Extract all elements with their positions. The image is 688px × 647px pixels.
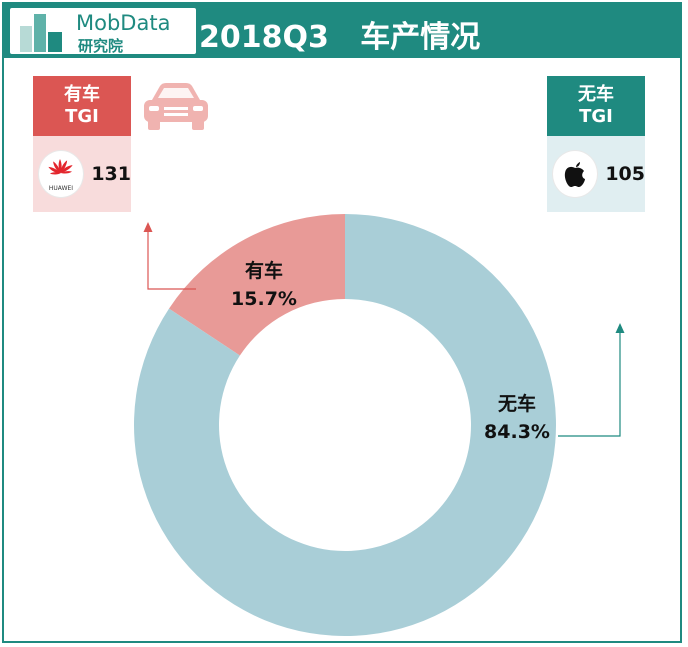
mobdata-logo: MobData 研究院 — [10, 8, 196, 55]
donut-slice-has-car — [169, 214, 345, 356]
slice-category-label: 无车 — [498, 392, 536, 415]
no-car-tgi-badge: 无车 TGI — [547, 76, 645, 136]
badge-line1: 有车 — [64, 84, 100, 105]
slice-percent-label: 84.3% — [484, 421, 550, 443]
badge-line2: TGI — [65, 106, 99, 127]
badge-line1: 无车 — [578, 84, 614, 105]
page-title: 2018Q3 车产情况 — [199, 20, 481, 55]
has-car-leader-line — [147, 230, 196, 290]
brand-sub: 研究院 — [78, 37, 124, 55]
no-car-tgi-value: 105 — [605, 163, 645, 185]
car-icon — [144, 83, 208, 130]
no-car-leader-line — [558, 332, 621, 437]
car-owner-tgi-badge: 有车 TGI — [33, 76, 131, 136]
huawei-logo-icon: HUAWEI — [39, 151, 84, 197]
donut-slice-no-car — [134, 214, 557, 636]
no-car-arrow-icon — [615, 323, 625, 333]
no-car-tgi-value-box: 105 — [547, 136, 645, 212]
car-owner-tgi-value-box: HUAWEI 131 — [33, 136, 131, 212]
badge-line2: TGI — [579, 106, 613, 127]
huawei-logo-text: HUAWEI — [49, 185, 73, 192]
has-car-arrow-icon — [143, 222, 153, 232]
slice-category-label: 有车 — [245, 259, 283, 282]
building-logo-icon — [20, 14, 62, 52]
car-owner-tgi-value: 131 — [91, 163, 131, 185]
apple-logo-icon — [553, 151, 598, 197]
header-bar: MobData 研究院 2018Q3 车产情况 — [2, 2, 682, 58]
slice-percent-label: 15.7% — [231, 288, 297, 310]
brand-name: MobData — [76, 11, 171, 35]
